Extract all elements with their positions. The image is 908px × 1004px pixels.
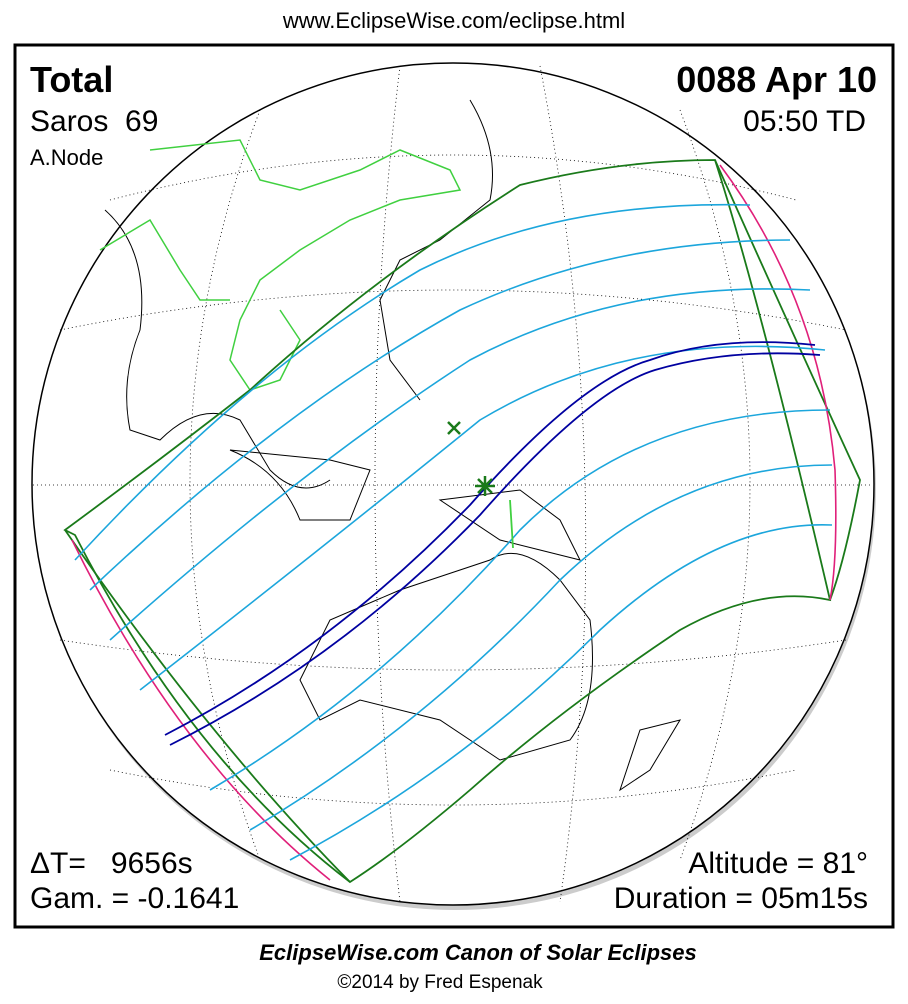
eclipse-date: 0088 Apr 10 bbox=[676, 59, 877, 100]
altitude: Altitude = 81° bbox=[688, 847, 868, 880]
node: A.Node bbox=[30, 145, 103, 170]
coastlines bbox=[104, 99, 682, 792]
duration: Duration = 05m15s bbox=[614, 882, 868, 915]
eclipse-path bbox=[63, 159, 861, 884]
copyright: ©2014 by Fred Espenak bbox=[337, 972, 543, 993]
eclipse-time: 05:50 TD bbox=[743, 105, 866, 138]
gamma: Gam. = -0.1641 bbox=[30, 882, 239, 915]
saros: Saros 69 bbox=[30, 105, 158, 138]
delta-t: ΔT= 9656s bbox=[30, 847, 193, 880]
borders bbox=[99, 139, 462, 391]
eclipse-type: Total bbox=[30, 59, 113, 100]
footer-title: EclipseWise.com Canon of Solar Eclipses bbox=[259, 940, 697, 965]
url: www.EclipseWise.com/eclipse.html bbox=[282, 8, 625, 33]
globe bbox=[31, 62, 875, 906]
graticule bbox=[33, 65, 873, 903]
